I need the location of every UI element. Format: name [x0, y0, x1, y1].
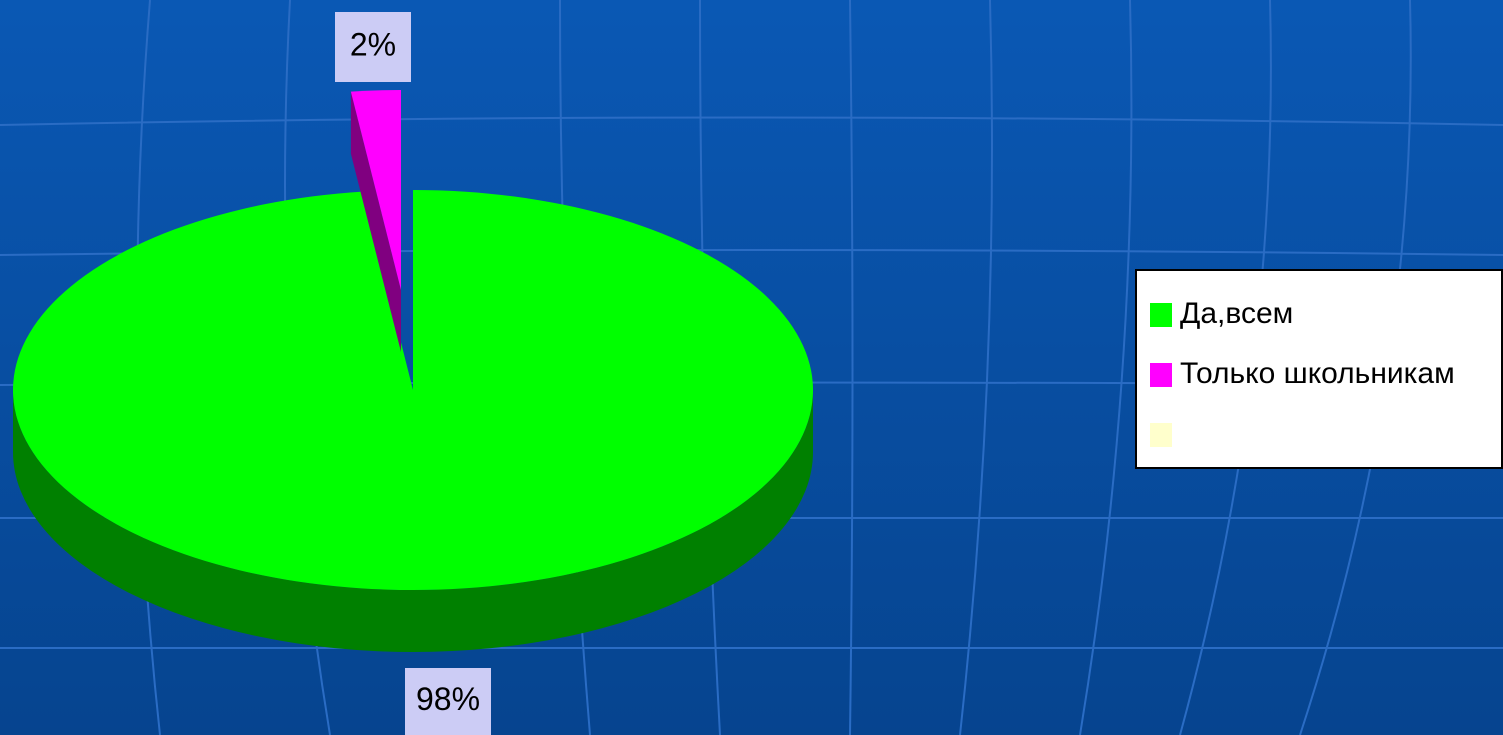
legend-swatch [1150, 423, 1172, 447]
pie-slice-side [350, 91, 401, 352]
legend: Да,всем Только школьникам [1135, 269, 1503, 469]
pie-slice-side [13, 390, 813, 652]
pie-slice [350, 90, 401, 290]
legend-box [1135, 269, 1503, 469]
legend-swatch [1150, 303, 1172, 327]
legend-label: Только школьникам [1180, 357, 1455, 390]
data-labels: 98% 2% [335, 12, 491, 735]
legend-swatch [1150, 363, 1172, 387]
pie-slice [12, 190, 813, 590]
legend-label: Да,всем [1180, 297, 1293, 330]
data-label-box [405, 668, 491, 735]
data-label: 2% [350, 26, 396, 62]
data-label: 98% [416, 681, 480, 717]
data-label-box [335, 12, 411, 82]
pie [12, 90, 813, 652]
